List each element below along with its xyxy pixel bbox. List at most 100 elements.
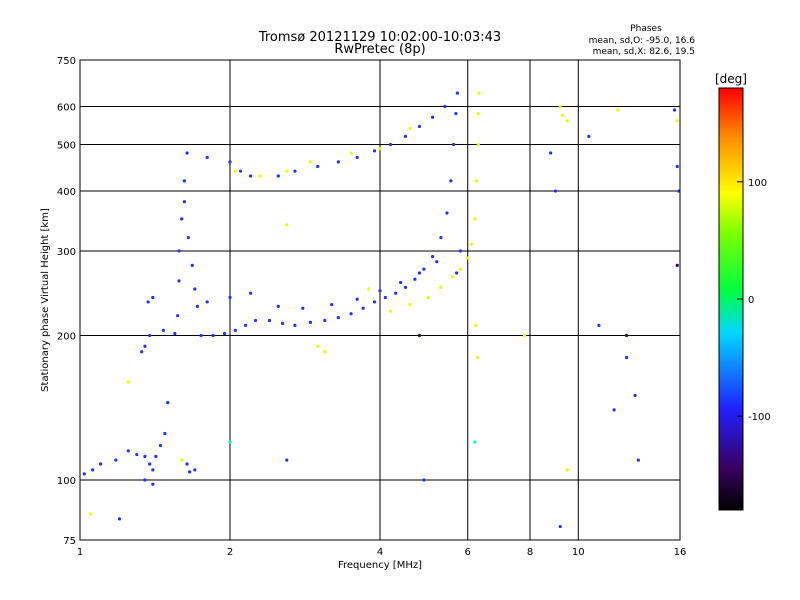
y-tick-label: 300 bbox=[57, 247, 76, 258]
data-point bbox=[455, 271, 459, 275]
data-point bbox=[445, 211, 449, 215]
data-point bbox=[293, 169, 297, 173]
data-point bbox=[188, 470, 192, 474]
data-point bbox=[143, 478, 147, 482]
colorbar-tick-label: -100 bbox=[748, 412, 771, 423]
data-point bbox=[372, 300, 377, 304]
data-point bbox=[361, 306, 365, 310]
data-point bbox=[276, 174, 280, 178]
y-tick-label: 100 bbox=[57, 476, 76, 487]
y-axis-label: Stationary phase Virtual Height [km] bbox=[40, 208, 51, 392]
data-point bbox=[99, 462, 103, 466]
data-point bbox=[565, 468, 569, 472]
data-point bbox=[476, 142, 480, 147]
x-axis-label: Frequency [MHz] bbox=[338, 560, 422, 571]
y-tick-label: 400 bbox=[57, 187, 76, 198]
data-point bbox=[439, 235, 443, 240]
y-tick-label: 750 bbox=[57, 56, 76, 67]
data-point bbox=[449, 179, 453, 183]
data-point bbox=[560, 113, 565, 117]
data-point bbox=[195, 304, 199, 309]
stats-o-line: mean, sd,O: -95.0, 16.6 bbox=[589, 36, 696, 46]
data-point bbox=[166, 400, 170, 405]
y-tick-label: 600 bbox=[57, 103, 76, 114]
data-point bbox=[151, 295, 155, 300]
data-point bbox=[399, 280, 403, 285]
chart-subtitle: RwPretec (8p) bbox=[334, 42, 425, 57]
data-point bbox=[451, 275, 455, 279]
data-point bbox=[88, 512, 93, 516]
y-axis-ticks: 75 100 200 300 400 500 600 750 bbox=[57, 56, 76, 547]
data-point bbox=[222, 331, 227, 336]
data-point bbox=[408, 302, 412, 307]
colorbar-tick-label: 0 bbox=[748, 295, 754, 306]
data-point bbox=[140, 350, 144, 354]
data-point bbox=[417, 333, 422, 338]
data-point bbox=[238, 169, 243, 173]
data-point bbox=[388, 142, 393, 147]
grid-lines bbox=[80, 60, 680, 540]
data-point bbox=[336, 160, 340, 164]
data-point bbox=[193, 287, 197, 291]
data-point bbox=[249, 291, 253, 295]
data-point bbox=[233, 328, 237, 332]
data-point bbox=[173, 331, 177, 336]
data-point bbox=[336, 315, 340, 320]
data-point bbox=[186, 235, 190, 240]
data-point bbox=[190, 263, 194, 267]
data-point bbox=[293, 323, 297, 327]
y-tick-label: 75 bbox=[63, 536, 76, 547]
colorbar-tick-label: 100 bbox=[748, 178, 767, 189]
chart-title: Tromsø 20121129 10:02:00-10:03:43 bbox=[258, 30, 501, 45]
data-point bbox=[253, 318, 258, 323]
data-point bbox=[148, 462, 152, 466]
data-point bbox=[126, 449, 130, 453]
data-point bbox=[549, 151, 553, 155]
x-tick-label: 4 bbox=[377, 547, 383, 558]
data-point bbox=[135, 452, 139, 457]
data-point bbox=[587, 134, 591, 138]
data-point bbox=[388, 309, 393, 313]
data-point bbox=[182, 200, 186, 204]
data-points bbox=[82, 91, 681, 529]
data-point bbox=[177, 279, 181, 283]
stats-x-line: mean, sd,X: 82.6, 19.5 bbox=[593, 47, 695, 57]
data-point bbox=[553, 189, 558, 193]
data-point bbox=[151, 468, 155, 472]
data-point bbox=[143, 454, 147, 459]
data-point bbox=[413, 277, 417, 281]
data-point bbox=[473, 440, 477, 444]
data-point bbox=[185, 462, 189, 466]
plot-frame bbox=[79, 59, 681, 541]
data-point bbox=[285, 458, 289, 462]
data-point bbox=[249, 174, 253, 178]
data-point bbox=[565, 119, 569, 123]
data-point bbox=[114, 458, 118, 462]
data-point bbox=[430, 115, 435, 119]
data-point bbox=[349, 312, 353, 316]
data-point bbox=[316, 164, 320, 169]
data-point bbox=[378, 147, 382, 151]
data-point bbox=[451, 142, 456, 147]
data-point bbox=[177, 249, 181, 253]
data-point bbox=[435, 260, 439, 264]
data-point bbox=[82, 472, 86, 476]
data-point bbox=[154, 454, 158, 459]
data-point bbox=[378, 289, 382, 293]
data-point bbox=[636, 458, 640, 462]
data-point bbox=[466, 256, 470, 260]
data-point bbox=[308, 160, 313, 164]
data-point bbox=[258, 174, 262, 178]
x-tick-label: 6 bbox=[465, 547, 471, 558]
colorbar-ticks: 100 0 -100 bbox=[737, 178, 771, 423]
data-point bbox=[458, 267, 463, 271]
x-axis-ticks: 1 2 4 6 8 10 16 bbox=[77, 547, 687, 558]
data-point bbox=[474, 179, 479, 183]
data-point bbox=[624, 333, 629, 338]
data-point bbox=[285, 169, 289, 173]
x-tick-label: 2 bbox=[227, 547, 233, 558]
data-point bbox=[624, 355, 629, 360]
data-point bbox=[430, 255, 435, 259]
data-point bbox=[355, 297, 359, 301]
data-point bbox=[280, 321, 285, 325]
